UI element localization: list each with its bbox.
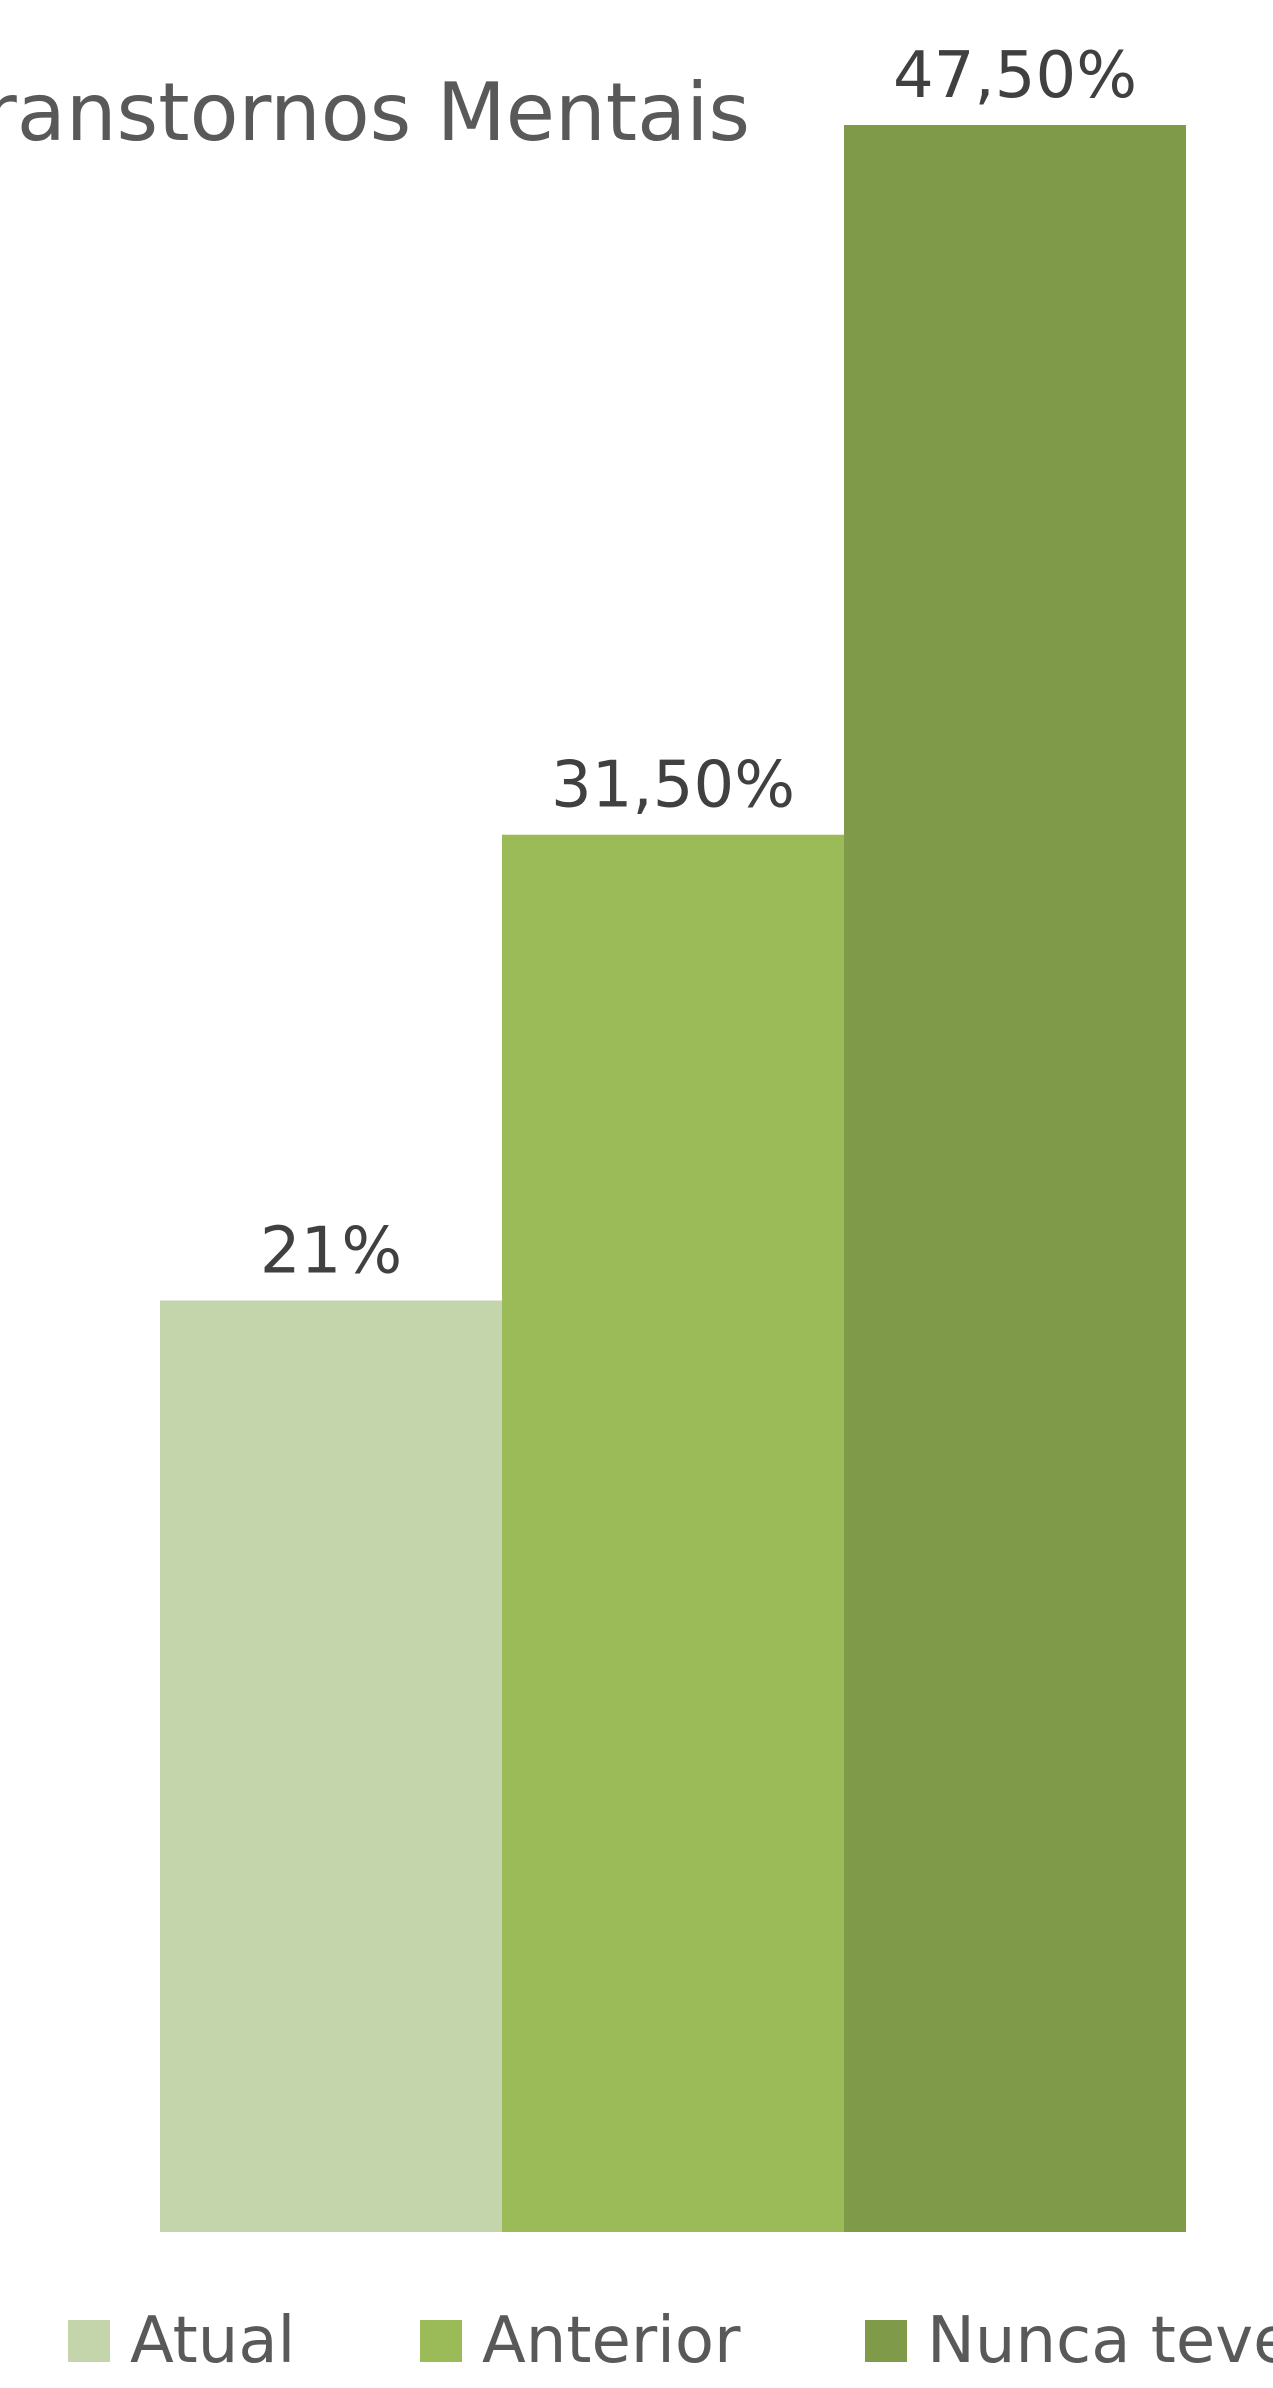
data-labels-layer: 21% 31,50% 47,50% [260, 39, 1137, 1288]
legend-label: Atual [130, 2304, 295, 2378]
legend-swatch [68, 2320, 110, 2362]
legend-swatch [865, 2320, 907, 2362]
legend-swatch [420, 2320, 462, 2362]
bars-layer [160, 125, 1186, 2232]
data-label-anterior: 31,50% [551, 749, 795, 823]
legend: Atual Anterior Nunca teve [68, 2304, 1273, 2378]
bar-atual [160, 1300, 502, 2232]
chart-title: Transtornos Mentais [0, 66, 750, 159]
data-label-nunca-teve: 47,50% [893, 39, 1137, 113]
legend-label: Anterior [482, 2304, 741, 2378]
legend-item-atual: Atual [68, 2304, 295, 2378]
legend-item-nunca-teve: Nunca teve [865, 2304, 1273, 2378]
bar-anterior [502, 834, 844, 2232]
bar-nunca-teve [844, 125, 1186, 2232]
legend-item-anterior: Anterior [420, 2304, 741, 2378]
data-label-atual: 21% [260, 1214, 402, 1288]
legend-label: Nunca teve [927, 2304, 1273, 2378]
